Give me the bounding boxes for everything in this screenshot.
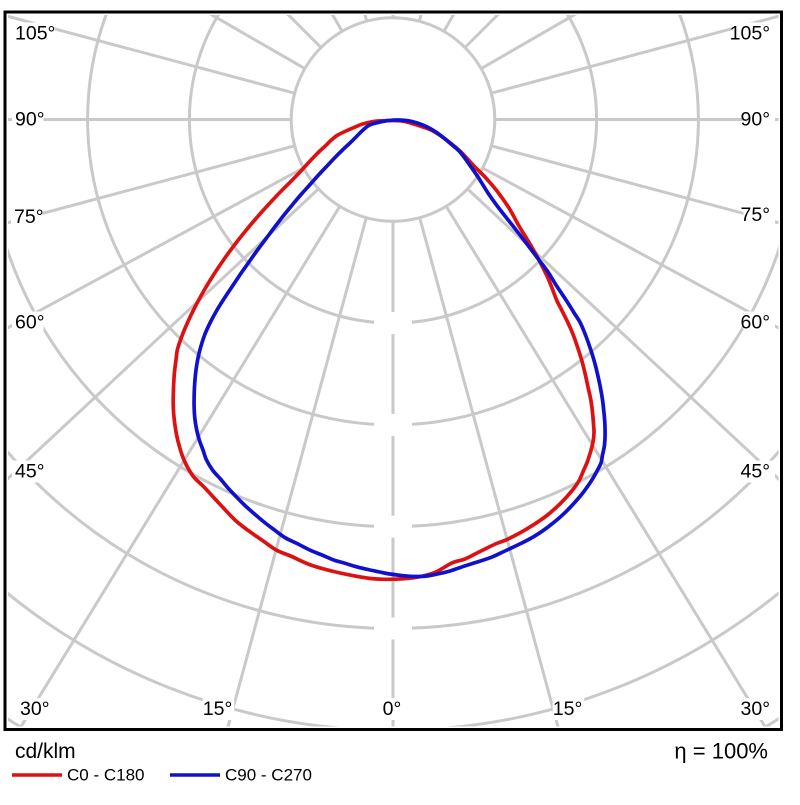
svg-text:75°: 75°: [14, 206, 44, 228]
svg-text:15°: 15°: [203, 698, 233, 720]
svg-text:105°: 105°: [15, 23, 55, 45]
svg-text:15°: 15°: [553, 698, 583, 720]
svg-text:0°: 0°: [383, 698, 402, 720]
svg-text:30°: 30°: [741, 698, 771, 720]
svg-text:C0 - C180: C0 - C180: [67, 766, 144, 785]
svg-text:60°: 60°: [741, 312, 771, 334]
svg-text:45°: 45°: [741, 461, 771, 483]
svg-text:η = 100%: η = 100%: [674, 739, 768, 764]
svg-text:90°: 90°: [15, 109, 45, 131]
svg-text:C90 - C270: C90 - C270: [225, 766, 312, 785]
svg-text:cd/klm: cd/klm: [15, 740, 76, 763]
svg-text:30°: 30°: [20, 698, 50, 720]
svg-text:60°: 60°: [15, 312, 45, 334]
svg-text:75°: 75°: [741, 204, 771, 226]
svg-text:90°: 90°: [741, 109, 771, 131]
svg-text:105°: 105°: [730, 23, 770, 45]
svg-text:45°: 45°: [15, 461, 45, 483]
